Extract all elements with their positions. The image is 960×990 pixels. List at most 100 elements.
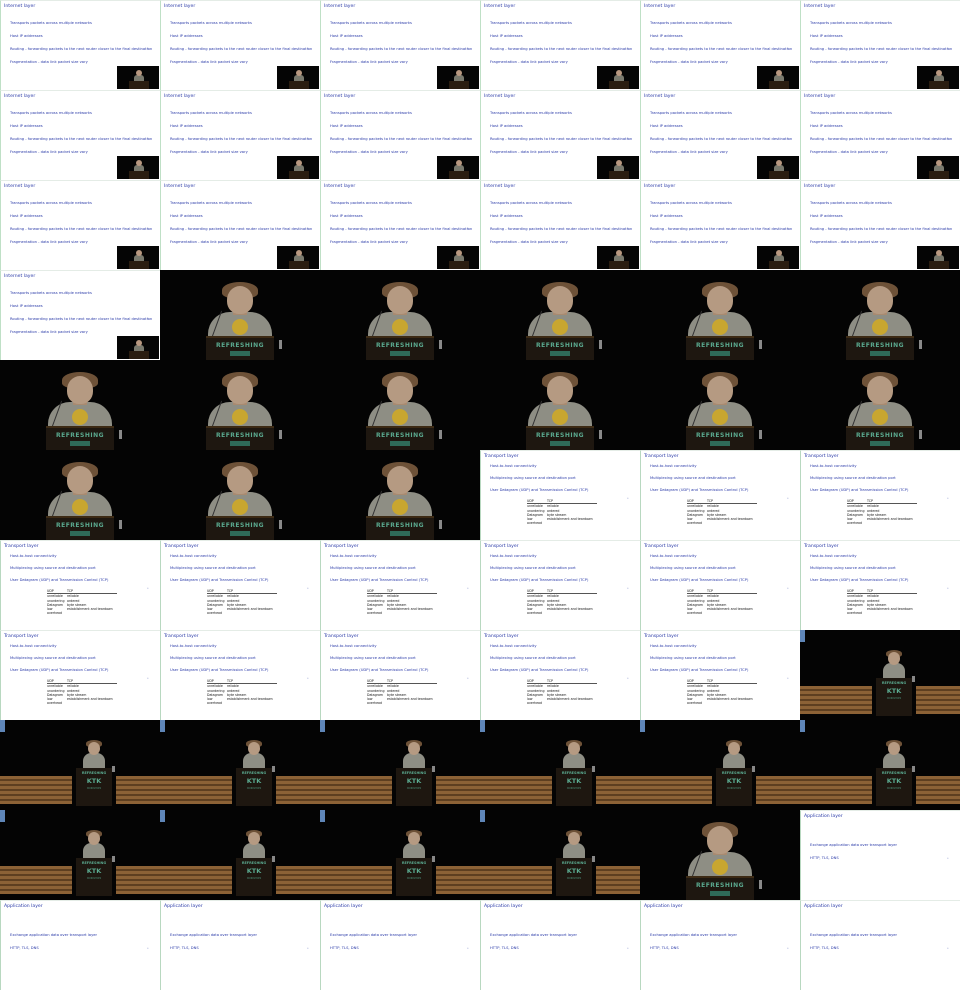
podium [289, 171, 309, 179]
table-header-cell: TCP [707, 499, 713, 503]
table-row: low overhead establishment and teardown [527, 517, 597, 525]
table-cell: low overhead [527, 697, 543, 706]
podium [609, 81, 629, 89]
table-header-row: UDP TCP [527, 679, 597, 685]
stage-wide-frame: REFRESHING KTK WORKSHOPS [160, 810, 320, 900]
slide-bullet: Host-to-host connectivity [490, 644, 537, 648]
slide-bullet: HTTP, TLS, DNS [170, 946, 199, 950]
slide-bullet: User Datagram (UDP) and Transmission Con… [330, 668, 429, 672]
table-cell: low overhead [527, 607, 543, 616]
slide-title: Internet layer [164, 4, 196, 9]
slide-marker: • [307, 226, 309, 230]
slide-bullet: Multiplexing using source and destinatio… [810, 476, 896, 480]
table-cell: unreliable [367, 594, 383, 599]
podium-banner-text: REFRESHING [81, 771, 107, 775]
speaker-head [387, 466, 413, 494]
slide-bullet: Host IP addresses [490, 214, 523, 218]
slide-marker: • [947, 856, 949, 860]
table-cell: ordered [227, 598, 240, 603]
slide-bullet: Transports packets across multiple netwo… [10, 111, 92, 115]
slide-marker: • [947, 946, 949, 950]
slide-bullet: Transports packets across multiple netwo… [490, 21, 572, 25]
podium: REFRESHING [686, 426, 754, 450]
speaker-video-inset [757, 246, 799, 269]
speaker-body [934, 75, 944, 82]
table-row: unreliable reliable [847, 594, 917, 598]
slide-title: Internet layer [164, 94, 196, 99]
wooden-table [160, 776, 232, 804]
slide-bullet: Fragmentation - data link packet size va… [10, 60, 88, 64]
slide-marker: • [627, 496, 629, 500]
table-row: unordering ordered [367, 599, 437, 603]
table-cell: Datagram [527, 602, 544, 607]
shirt-emblem [872, 409, 888, 425]
slide-bullet: Fragmentation - data link packet size va… [490, 150, 568, 154]
speaker-video-inset [117, 336, 159, 359]
wooden-table [436, 866, 480, 894]
slide-bullet: Fragmentation - data link packet size va… [10, 150, 88, 154]
speaker-head [867, 376, 893, 404]
speaker-camera-frame: REFRESHING [160, 360, 320, 450]
transport-slide-frame: Transport layer Host-to-host connectivity… [0, 630, 160, 720]
speaker-video-inset [917, 156, 959, 179]
speaker-head [728, 742, 740, 755]
podium-lamp [752, 766, 755, 772]
wooden-table [116, 866, 160, 894]
table-header-cell: UDP [847, 499, 854, 503]
podium: REFRESHING [686, 336, 754, 360]
table-header-cell: TCP [227, 679, 233, 683]
slide-bullet: Host IP addresses [810, 214, 843, 218]
table-header-row: UDP TCP [687, 499, 757, 505]
slide-bullet: User Datagram (UDP) and Transmission Con… [490, 578, 589, 582]
slide-marker: • [467, 136, 469, 140]
speaker-shirt [243, 753, 265, 769]
table-cell: byte stream [707, 602, 727, 607]
table-cell: low overhead [687, 517, 703, 526]
table-header-cell: UDP [367, 679, 374, 683]
stage-wide-frame: REFRESHING KTK WORKSHOPS [800, 720, 960, 810]
podium-banner-text: REFRESHING [695, 882, 745, 889]
slide-marker: • [147, 316, 149, 320]
slide-marker: • [467, 586, 469, 590]
table-row: low overhead establishment and teardown [47, 607, 117, 615]
wooden-table [596, 866, 640, 894]
speaker-body [294, 75, 304, 82]
speaker-camera-frame: REFRESHING [320, 270, 480, 360]
stage-light [160, 720, 165, 732]
slide-marker: • [307, 946, 309, 950]
speaker-head [616, 70, 622, 76]
slide-title: Internet layer [804, 4, 836, 9]
table-row: Datagram byte stream [527, 693, 597, 697]
table-cell: byte stream [387, 602, 407, 607]
podium-banner-text: REFRESHING [535, 432, 585, 439]
table-header-row: UDP TCP [687, 589, 757, 595]
slide-bullet: User Datagram (UDP) and Transmission Con… [170, 668, 269, 672]
podium-logo: KTK [886, 687, 902, 695]
wooden-table [276, 866, 320, 894]
table-row: low overhead establishment and teardown [527, 697, 597, 706]
podium-lamp [592, 856, 595, 862]
wooden-table [320, 866, 392, 894]
slide-marker: • [147, 136, 149, 140]
transport-slide-frame: Transport layer Host-to-host connectivity… [0, 540, 160, 630]
slide-bullet: User Datagram (UDP) and Transmission Con… [10, 578, 109, 582]
slide-bullet: User Datagram (UDP) and Transmission Con… [650, 578, 749, 582]
podium [129, 81, 149, 89]
table-cell: byte stream [67, 602, 87, 607]
table-row: unordering ordered [527, 689, 597, 693]
table-cell: ordered [387, 598, 400, 603]
slide-bullet: Routing - forwarding packets to the next… [650, 47, 793, 51]
table-cell: byte stream [707, 692, 727, 697]
slide-title: Internet layer [644, 184, 676, 189]
speaker-camera-frame: REFRESHING [480, 270, 640, 360]
podium-logo [710, 891, 730, 896]
table-cell: unreliable [847, 594, 863, 599]
table-header-cell: UDP [847, 589, 854, 593]
speaker-head [707, 286, 733, 314]
speaker-camera-frame: REFRESHING [800, 360, 960, 450]
slide-bullet: Transports packets across multiple netwo… [10, 291, 92, 295]
table-cell: unordering [47, 598, 65, 603]
speaker-head [296, 160, 302, 166]
speaker-camera-frame: REFRESHING [800, 270, 960, 360]
slide-title: Internet layer [804, 94, 836, 99]
